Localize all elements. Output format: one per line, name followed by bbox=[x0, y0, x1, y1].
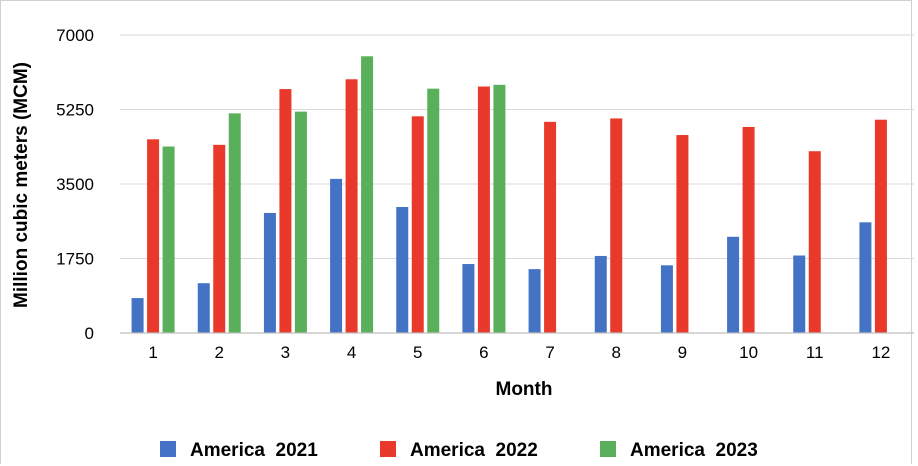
y-tick-label: 1750 bbox=[56, 250, 94, 269]
legend-swatch bbox=[380, 441, 396, 457]
bar bbox=[427, 88, 440, 333]
x-tick-label: 10 bbox=[739, 343, 758, 362]
bar bbox=[228, 113, 241, 334]
x-tick-label: 11 bbox=[806, 343, 824, 362]
bars bbox=[131, 56, 887, 334]
bar bbox=[330, 178, 343, 333]
bar bbox=[131, 298, 144, 333]
bar bbox=[396, 206, 409, 333]
x-tick-label: 8 bbox=[612, 343, 621, 362]
bar bbox=[279, 89, 292, 334]
x-tick-label: 1 bbox=[148, 343, 157, 362]
bar bbox=[361, 56, 374, 334]
bar bbox=[263, 212, 276, 333]
legend-swatch bbox=[600, 441, 616, 457]
y-axis-title: Million cubic meters (MCM) bbox=[11, 62, 32, 308]
bar bbox=[162, 146, 175, 333]
bar bbox=[477, 86, 490, 333]
bar bbox=[462, 264, 475, 333]
x-tick-label: 12 bbox=[871, 343, 890, 362]
bar bbox=[411, 116, 424, 333]
bar bbox=[742, 126, 755, 333]
x-tick-label: 9 bbox=[678, 343, 687, 362]
x-tick-label: 4 bbox=[347, 343, 356, 362]
x-tick-label: 7 bbox=[545, 343, 554, 362]
y-tick-label: 0 bbox=[85, 324, 94, 343]
bar bbox=[345, 79, 358, 333]
bar bbox=[594, 255, 607, 333]
x-tick-label: 3 bbox=[281, 343, 290, 362]
bar bbox=[197, 283, 210, 333]
x-axis-title: Month bbox=[496, 379, 553, 400]
gridlines bbox=[120, 34, 914, 259]
x-tick-labels: 1 2 3 4 5 6 7 8 9 10 11 12 bbox=[148, 343, 890, 362]
bar bbox=[294, 111, 307, 333]
bar bbox=[727, 236, 740, 333]
y-tick-label: 3500 bbox=[56, 175, 94, 194]
legend-label: America 2022 bbox=[410, 440, 538, 461]
x-tick-label: 6 bbox=[479, 343, 488, 362]
bar bbox=[660, 265, 673, 333]
bar bbox=[676, 135, 689, 333]
x-tick-label: 2 bbox=[215, 343, 224, 362]
bar bbox=[874, 119, 887, 334]
bar bbox=[147, 139, 160, 333]
legend: America 2021 America 2022 America 2023 bbox=[160, 440, 758, 461]
legend-label: America 2021 bbox=[190, 440, 318, 461]
bar bbox=[528, 269, 541, 333]
y-tick-labels: 0 1750 3500 5250 7000 bbox=[56, 26, 94, 343]
legend-swatch bbox=[160, 441, 176, 457]
bar bbox=[610, 118, 623, 333]
bar bbox=[213, 144, 226, 333]
bar bbox=[859, 222, 872, 333]
legend-label: America 2023 bbox=[630, 440, 758, 461]
bar bbox=[793, 255, 806, 333]
bar bbox=[808, 151, 821, 333]
y-tick-label: 7000 bbox=[56, 26, 94, 45]
x-tick-label: 5 bbox=[413, 343, 422, 362]
bar bbox=[544, 121, 557, 334]
bar bbox=[493, 84, 506, 334]
y-tick-label: 5250 bbox=[56, 101, 94, 120]
